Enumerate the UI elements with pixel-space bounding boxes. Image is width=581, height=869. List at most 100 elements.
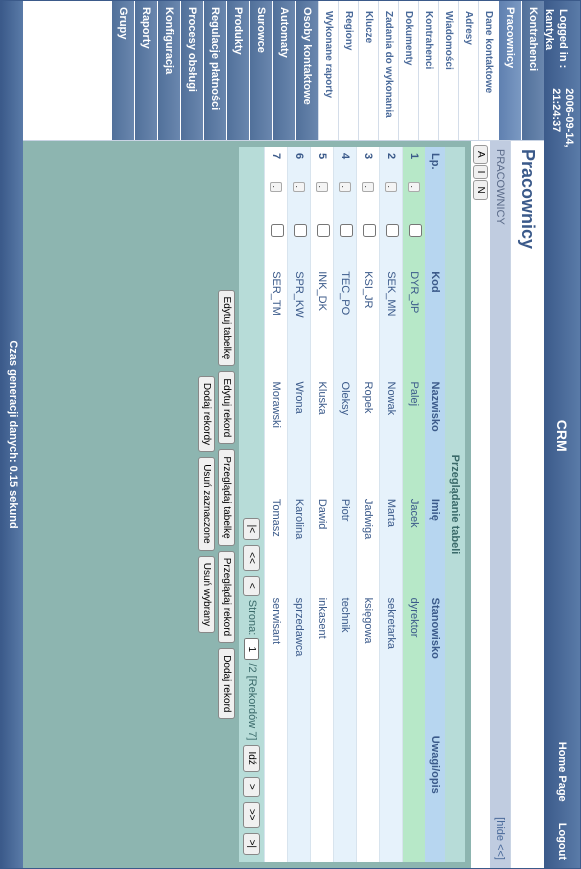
sidebar-item[interactable]: Produkty	[226, 1, 249, 140]
pager-first[interactable]: |<	[243, 518, 260, 540]
ain-button[interactable]: I	[473, 165, 488, 180]
table-header-row: Lp. KodNazwiskoImięStanowiskoUwagi/opis	[425, 147, 445, 862]
logged-in-user: kantyka	[543, 9, 555, 50]
btn-del-selected[interactable]: Usuń wybrany	[198, 556, 215, 633]
detail-button[interactable]: .	[385, 182, 397, 193]
detail-button[interactable]: .	[408, 182, 420, 193]
logout-link[interactable]: Logout	[556, 823, 568, 860]
row-checkbox[interactable]	[317, 224, 330, 237]
row-dot: .	[334, 176, 357, 219]
cell-uwagi	[265, 730, 288, 862]
grid-title: Przeglądanie tabeli	[445, 147, 465, 862]
table-row[interactable]: 5.INK_DKKluskaDawidinkasent	[311, 147, 334, 862]
sidebar-item[interactable]: Kontrahenci	[418, 1, 438, 140]
sidebar-item[interactable]: Adresy	[458, 1, 478, 140]
col-header[interactable]	[425, 218, 445, 265]
row-checkbox[interactable]	[340, 224, 353, 237]
pager-page-input[interactable]	[244, 638, 259, 660]
detail-button[interactable]: .	[339, 182, 351, 193]
btn-view-record[interactable]: Przeglądaj rekord	[218, 551, 235, 643]
sidebar-item[interactable]: Klucze	[358, 1, 378, 140]
page-title: Pracownicy	[510, 141, 544, 868]
cell-nazwisko: Oleksy	[334, 376, 357, 493]
btn-edit-record[interactable]: Edytuj rekord	[218, 371, 235, 444]
ain-button[interactable]: A	[473, 145, 488, 164]
row-checkbox[interactable]	[294, 224, 307, 237]
btn-view-table[interactable]: Przeglądaj tabelkę	[218, 449, 235, 545]
cell-stanowisko: serwisant	[265, 592, 288, 730]
col-header[interactable]: Nazwisko	[425, 376, 445, 493]
sidebar-item[interactable]: Automaty	[272, 1, 295, 140]
cell-uwagi	[288, 730, 311, 862]
sidebar-item[interactable]: Konfiguracja	[157, 1, 180, 140]
col-header[interactable]: Stanowisko	[425, 592, 445, 730]
cell-imie: Jacek	[403, 493, 426, 592]
sidebar-item[interactable]: Procesy obsługi	[180, 1, 203, 140]
cell-stanowisko: inkasent	[311, 592, 334, 730]
col-header[interactable]	[425, 176, 445, 219]
cell-stanowisko: technik	[334, 592, 357, 730]
sidebar-item[interactable]: Kontrahenci	[521, 1, 544, 140]
table-row[interactable]: 2.SEK_MNNowakMartasekretarka	[380, 147, 403, 862]
datetime: 2006-09-14, 21:24:37	[549, 88, 575, 147]
sidebar-item[interactable]: Regiony	[338, 1, 358, 140]
cell-stanowisko: sprzedawca	[288, 592, 311, 730]
pager-prev[interactable]: <	[243, 576, 260, 596]
cell-uwagi	[357, 730, 380, 862]
sidebar-item[interactable]: Raporty	[134, 1, 157, 140]
row-check	[311, 218, 334, 265]
sidebar-item[interactable]: Grupy	[111, 1, 134, 140]
pager-next2[interactable]: >>	[243, 802, 260, 828]
col-header[interactable]: Kod	[425, 265, 445, 375]
pager-go[interactable]: Idź	[243, 745, 260, 772]
detail-button[interactable]: .	[362, 182, 374, 193]
table-row[interactable]: 3.KSI_JRRopekJadwigaksięgowa	[357, 147, 380, 862]
cell-nazwisko: Nowak	[380, 376, 403, 493]
pager-prev2[interactable]: <<	[243, 545, 260, 571]
col-header[interactable]: Uwagi/opis	[425, 730, 445, 862]
footer: Czas generacji danych: 0.15 sekund	[1, 1, 23, 868]
btn-edit-table[interactable]: Edytuj tabelkę	[218, 290, 235, 367]
home-link[interactable]: Home Page	[556, 742, 568, 802]
sidebar-item[interactable]: Pracownicy	[498, 1, 521, 140]
pager-next[interactable]: >	[243, 777, 260, 797]
row-check	[403, 218, 426, 265]
pager-last[interactable]: >|	[243, 833, 260, 855]
ain-button[interactable]: N	[473, 180, 488, 199]
sidebar-item[interactable]: Surowce	[249, 1, 272, 140]
row-num: 6	[288, 147, 311, 176]
table-row[interactable]: 7.SER_TMMorawskiTomaszserwisant	[265, 147, 288, 862]
row-dot: .	[311, 176, 334, 219]
row-checkbox[interactable]	[409, 224, 422, 237]
detail-button[interactable]: .	[316, 182, 328, 193]
row-checkbox[interactable]	[271, 224, 284, 237]
table-row[interactable]: 6.SPR_KWWronaKarolinasprzedawca	[288, 147, 311, 862]
sidebar-item[interactable]: Dokumenty	[398, 1, 418, 140]
row-dot: .	[265, 176, 288, 219]
cell-stanowisko: księgowa	[357, 592, 380, 730]
sidebar-item[interactable]: Dane kontaktowe	[478, 1, 498, 140]
sidebar-item[interactable]: Regulacje płatności	[203, 1, 226, 140]
sidebar-item[interactable]: Osoby kontaktowe	[295, 1, 318, 140]
sidebar-item[interactable]: Wiadomości	[438, 1, 458, 140]
col-header[interactable]: Lp.	[425, 147, 445, 176]
table-row[interactable]: 1.DYR_JPPalejJacekdyrektor	[403, 147, 426, 862]
row-num: 3	[357, 147, 380, 176]
detail-button[interactable]: .	[293, 182, 305, 193]
btn-del-checked[interactable]: Usuń zaznaczone	[198, 457, 215, 551]
cell-uwagi	[380, 730, 403, 862]
detail-button[interactable]: .	[270, 182, 282, 193]
hide-toggle[interactable]: [hide <<]	[494, 817, 506, 860]
topbar: Logged in : kantyka 2006-09-14, 21:24:37…	[544, 1, 580, 868]
logged-in-label: Logged in :	[557, 9, 569, 68]
cell-kod: INK_DK	[311, 265, 334, 375]
col-header[interactable]: Imię	[425, 493, 445, 592]
row-num: 4	[334, 147, 357, 176]
btn-add-record[interactable]: Dodaj rekord	[218, 648, 235, 719]
row-checkbox[interactable]	[386, 224, 399, 237]
btn-add-records[interactable]: Dodaj rekordy	[198, 376, 215, 452]
row-checkbox[interactable]	[363, 224, 376, 237]
sidebar-item[interactable]: Wykonane raporty	[318, 1, 338, 140]
table-row[interactable]: 4.TEC_POOleksyPiotrtechnik	[334, 147, 357, 862]
sidebar-item[interactable]: Zadania do wykonania	[378, 1, 398, 140]
